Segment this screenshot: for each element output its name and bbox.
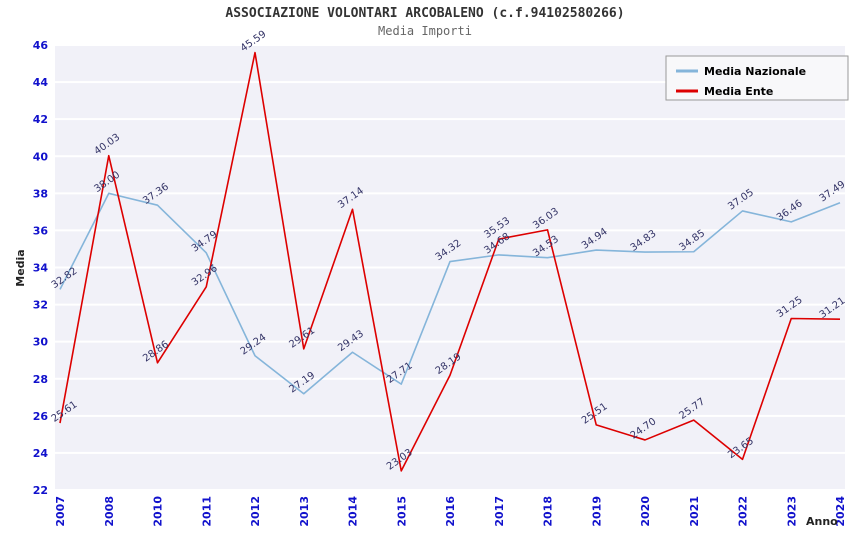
x-axis-tick-label: 2024 xyxy=(834,496,847,527)
series-line-nazionale xyxy=(59,192,841,395)
x-axis-tick-label: 2007 xyxy=(54,496,67,527)
y-axis-tick-label: 44 xyxy=(33,76,49,89)
chart-layers: 22 24 26 28 30 32 34 36 38 40 42 44 46 2007 2008 2010 20… xyxy=(33,29,849,527)
y-axis-tick-label: 46 xyxy=(33,39,49,52)
legend-entry-label: Media Nazionale xyxy=(704,65,806,78)
x-axis-tick-label: 2008 xyxy=(103,496,116,527)
x-axis-tick-label: 2018 xyxy=(542,496,555,527)
x-axis-title: Anno xyxy=(806,515,838,528)
y-axis-tick-label: 22 xyxy=(33,484,48,497)
y-axis-title: Media xyxy=(14,249,27,286)
x-axis-tick-label: 2020 xyxy=(639,496,652,527)
y-axis-tick-label: 26 xyxy=(33,410,49,423)
x-axis-tick-label: 2021 xyxy=(688,496,701,527)
x-axis-tick-label: 2012 xyxy=(249,496,262,527)
x-axis-tick-label: 2014 xyxy=(347,496,360,527)
legend-entry-label: Media Ente xyxy=(704,85,773,98)
chart-subtitle: Media Importi xyxy=(378,24,472,38)
x-axis-tick-label: 2011 xyxy=(200,496,213,527)
x-axis-tick-label: 2010 xyxy=(152,496,165,527)
y-axis-tick-label: 32 xyxy=(33,299,48,312)
x-axis-tick-label: 2015 xyxy=(395,496,408,527)
y-axis-tick-label: 34 xyxy=(33,262,49,275)
x-axis-tick-label: 2013 xyxy=(298,496,311,527)
y-axis-tick-label: 38 xyxy=(33,187,48,200)
y-axis-tick-label: 42 xyxy=(33,113,48,126)
y-axis-tick-label: 40 xyxy=(33,150,49,163)
chart-title: ASSOCIAZIONE VOLONTARI ARCOBALENO (c.f.9… xyxy=(225,6,625,21)
y-axis-tick-label: 36 xyxy=(33,224,49,237)
x-axis-tick-label: 2017 xyxy=(493,496,506,527)
series-line-ente xyxy=(59,51,841,472)
y-axis-tick-label: 24 xyxy=(33,447,49,460)
x-axis-tick-label: 2016 xyxy=(444,496,457,527)
y-axis-tick-label: 30 xyxy=(33,336,49,349)
legend-box xyxy=(665,55,849,101)
x-axis-tick-label: 2023 xyxy=(785,496,798,527)
x-axis-tick-label: 2022 xyxy=(737,496,750,527)
x-axis-tick-label: 2019 xyxy=(590,496,603,527)
y-axis-tick-label: 28 xyxy=(33,373,48,386)
